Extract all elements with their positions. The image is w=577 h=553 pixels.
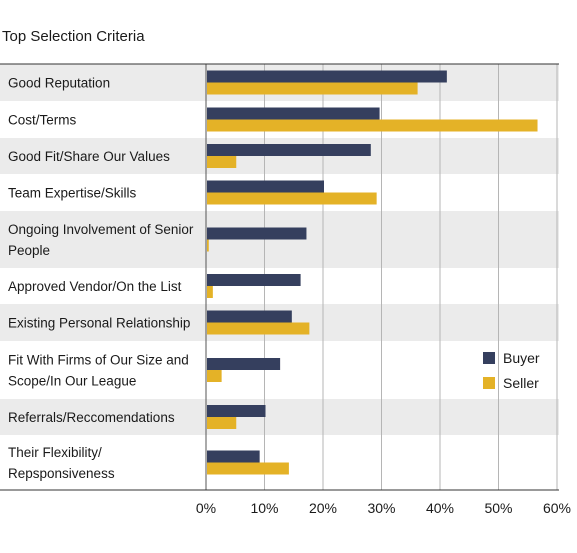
legend-label-seller: Seller	[503, 375, 539, 391]
category-label: Scope/In Our League	[8, 374, 136, 389]
category-label: Existing Personal Relationship	[8, 316, 190, 331]
bar-buyer	[207, 310, 292, 323]
bar-buyer	[207, 144, 371, 156]
bar-seller	[207, 239, 209, 252]
bar-seller	[207, 370, 222, 382]
chart-title: Top Selection Criteria	[2, 28, 145, 45]
bar-seller	[207, 417, 237, 429]
bar-buyer	[207, 358, 281, 370]
legend-swatch-seller	[483, 377, 495, 389]
bar-seller	[207, 119, 538, 132]
x-tick-label: 20%	[309, 500, 337, 516]
category-label: Approved Vendor/On the List	[8, 279, 182, 294]
row-band	[0, 399, 559, 435]
bar-seller	[207, 322, 310, 335]
category-label: Good Reputation	[8, 76, 110, 91]
bar-buyer	[207, 227, 307, 240]
x-tick-label: 0%	[196, 500, 216, 516]
bar-seller	[207, 462, 289, 475]
x-tick-label: 10%	[250, 500, 278, 516]
x-tick-label: 30%	[367, 500, 395, 516]
category-label: Team Expertise/Skills	[8, 186, 137, 201]
bar-buyer	[207, 180, 324, 193]
bar-buyer	[207, 405, 266, 417]
category-label: Referrals/Reccomendations	[8, 410, 175, 425]
category-label: Ongoing Involvement of Senior	[8, 222, 194, 237]
bar-seller	[207, 286, 213, 298]
category-label: Their Flexibility/	[8, 445, 102, 460]
x-tick-label: 40%	[426, 500, 454, 516]
bar-seller	[207, 82, 418, 95]
legend-swatch-buyer	[483, 352, 495, 364]
category-label: Repsponsiveness	[8, 466, 115, 481]
x-tick-label: 60%	[543, 500, 571, 516]
category-label: Good Fit/Share Our Values	[8, 149, 170, 164]
category-label: Cost/Terms	[8, 113, 77, 128]
bar-buyer	[207, 107, 380, 120]
x-tick-label: 50%	[484, 500, 512, 516]
bar-buyer	[207, 70, 447, 83]
bar-seller	[207, 192, 377, 205]
legend-label-buyer: Buyer	[503, 350, 540, 366]
bar-buyer	[207, 450, 260, 463]
category-label: Fit With Firms of Our Size and	[8, 353, 189, 368]
bar-buyer	[207, 274, 301, 286]
category-label: People	[8, 243, 50, 258]
bar-seller	[207, 156, 237, 168]
